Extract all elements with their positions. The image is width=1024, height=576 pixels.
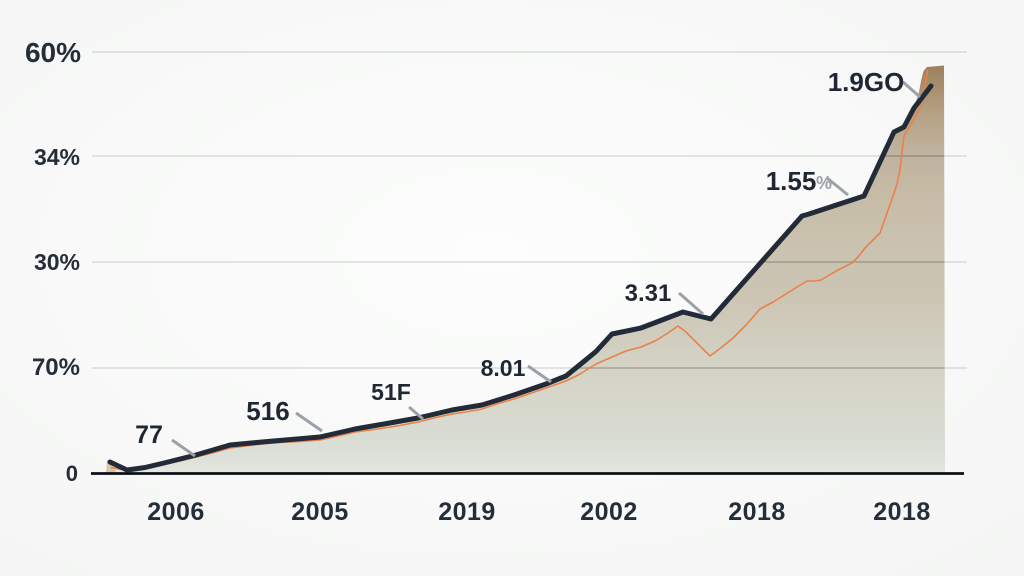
- svg-text:60%: 60%: [25, 37, 81, 68]
- svg-text:2019: 2019: [438, 498, 496, 526]
- svg-text:51F: 51F: [371, 379, 411, 405]
- svg-text:2005: 2005: [291, 498, 349, 526]
- svg-text:2002: 2002: [580, 498, 638, 526]
- svg-text:2018: 2018: [873, 498, 931, 526]
- svg-text:77: 77: [135, 421, 163, 449]
- svg-text:3.31: 3.31: [625, 280, 672, 307]
- svg-text:1.55: 1.55: [766, 166, 817, 196]
- svg-text:70%: 70%: [32, 354, 80, 381]
- svg-text:8.01: 8.01: [481, 355, 526, 381]
- svg-text:2006: 2006: [147, 498, 205, 526]
- svg-text:30%: 30%: [34, 249, 80, 275]
- svg-text:516: 516: [246, 396, 289, 426]
- svg-text:2018: 2018: [728, 498, 786, 526]
- svg-text:%: %: [816, 173, 832, 193]
- svg-text:1.9GO: 1.9GO: [828, 67, 905, 97]
- svg-text:34%: 34%: [34, 144, 80, 170]
- svg-text:0: 0: [66, 461, 78, 486]
